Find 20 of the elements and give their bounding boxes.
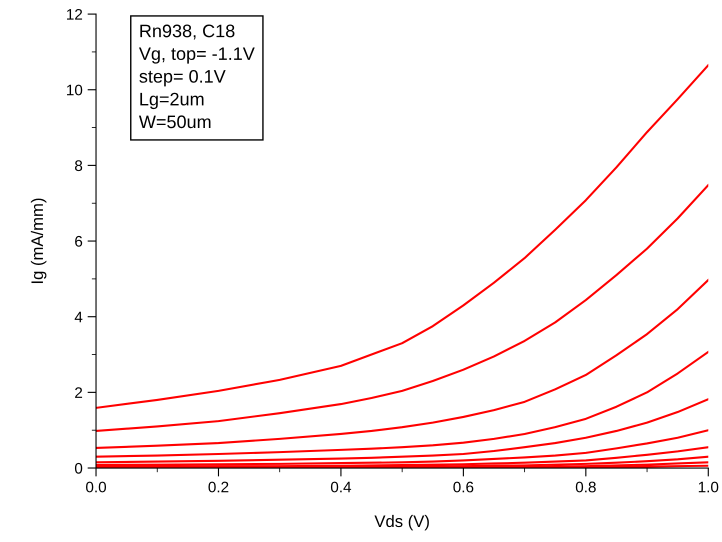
- y-tick-label: 12: [67, 8, 82, 20]
- y-tick-label: 0: [74, 462, 82, 474]
- x-tick-label: 0.4: [330, 482, 352, 492]
- x-tick-label: 1.0: [698, 482, 718, 492]
- x-tick-label: 0.6: [453, 482, 474, 492]
- annotation: Rn938, C18: [140, 24, 234, 40]
- y-tick-label: 10: [67, 84, 82, 96]
- y-tick-label: 4: [74, 312, 82, 322]
- annotation: step= 0.1V: [139, 70, 226, 86]
- x-tick-label: 0.0: [86, 482, 106, 492]
- annotation: W=50um: [138, 115, 210, 128]
- y-tick-label: 6: [75, 236, 82, 247]
- y-axis-title: Ig (mA/mm): [30, 198, 46, 284]
- x-tick-label: 0.2: [208, 482, 228, 492]
- y-tick-label: 8: [75, 160, 82, 172]
- annotation: Lg=2um: [140, 92, 204, 110]
- x-axis-title: Vds (V): [374, 514, 429, 530]
- y-tick-label: 2: [75, 387, 82, 398]
- x-tick-label: 0.8: [576, 482, 596, 492]
- annotation: Vg, top= -1.1V: [138, 47, 255, 64]
